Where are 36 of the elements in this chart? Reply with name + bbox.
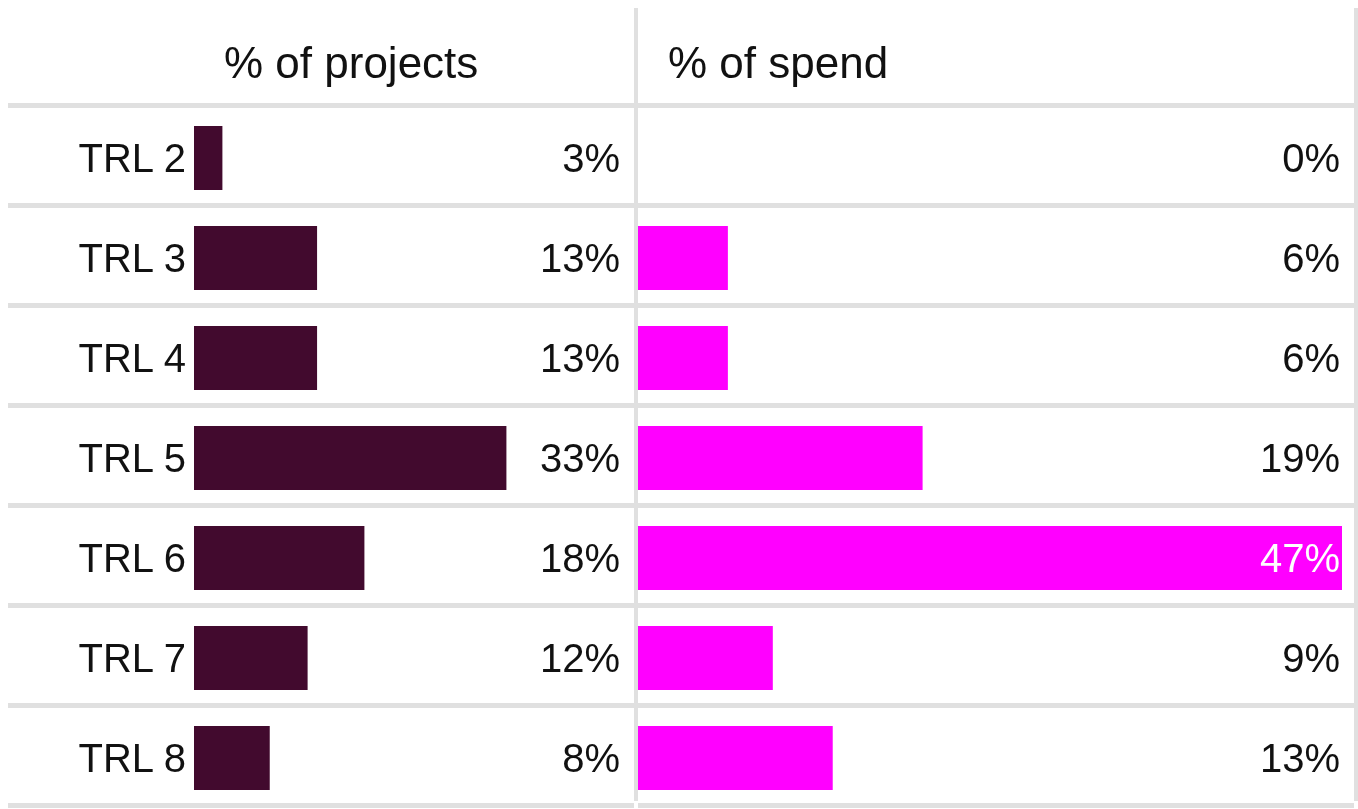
bar xyxy=(638,226,728,290)
data-label: 3% xyxy=(562,136,620,180)
bar xyxy=(194,226,318,290)
y-tick-label: TRL 6 xyxy=(78,536,186,581)
data-label: 6% xyxy=(1282,236,1340,280)
chart-title: % of spend xyxy=(638,8,1354,108)
data-label: 0% xyxy=(1282,136,1340,180)
bar xyxy=(638,726,833,790)
bar xyxy=(638,426,923,490)
data-label: 9% xyxy=(1282,636,1340,680)
bar xyxy=(194,326,318,390)
y-tick-label: TRL 8 xyxy=(78,736,186,781)
bar xyxy=(638,326,728,390)
bar xyxy=(194,726,270,790)
y-tick-label: TRL 3 xyxy=(78,236,186,281)
data-label: 13% xyxy=(1259,736,1340,780)
y-tick-label: TRL 5 xyxy=(78,436,186,481)
y-tick-label: TRL 2 xyxy=(78,136,186,181)
y-tick-label: TRL 4 xyxy=(78,336,186,381)
data-label: 8% xyxy=(562,736,620,780)
bar xyxy=(194,426,507,490)
data-label: 33% xyxy=(539,436,620,480)
data-label: 47% xyxy=(1259,536,1340,580)
data-label: 6% xyxy=(1282,336,1340,380)
bar xyxy=(638,626,773,690)
bar xyxy=(194,626,308,690)
bar xyxy=(638,526,1342,590)
data-label: 18% xyxy=(539,536,620,580)
chart-title: % of projects xyxy=(8,8,634,108)
data-label: 13% xyxy=(539,336,620,380)
data-label: 19% xyxy=(1259,436,1340,480)
bar xyxy=(194,126,223,190)
bar xyxy=(194,526,365,590)
data-label: 12% xyxy=(539,636,620,680)
data-label: 13% xyxy=(539,236,620,280)
y-tick-label: TRL 7 xyxy=(78,636,186,681)
